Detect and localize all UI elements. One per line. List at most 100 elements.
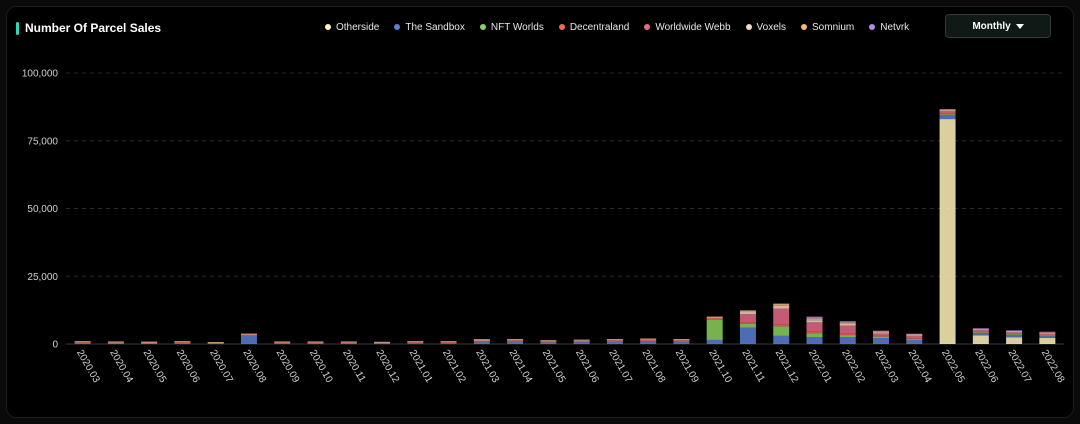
bar-segment: [107, 342, 124, 344]
x-tick-label: 2022.05: [939, 348, 967, 385]
x-tick-label: 2020.11: [340, 348, 367, 385]
x-tick-label: 2021.12: [773, 348, 801, 385]
bar-segment: [706, 319, 723, 340]
bar-segment: [507, 339, 524, 340]
bar-segment: [407, 341, 424, 342]
bar-segment: [74, 343, 91, 344]
x-tick-label: 2020.04: [107, 348, 135, 385]
bar-segment: [773, 335, 790, 344]
bar-segment: [739, 310, 756, 313]
legend-label: NFT Worlds: [490, 21, 544, 33]
legend-item[interactable]: Netvrk: [869, 22, 909, 33]
bar-segment: [240, 335, 257, 344]
bar-segment: [939, 111, 956, 114]
bar-segment: [1039, 338, 1056, 344]
bar-segment: [839, 335, 856, 338]
bar-segment: [606, 339, 623, 341]
bar-segment: [640, 338, 657, 340]
legend-item[interactable]: NFT Worlds: [479, 21, 544, 33]
x-tick-label: 2020.03: [74, 348, 102, 385]
title-accent-bar: [16, 21, 19, 35]
legend-item[interactable]: Voxels: [745, 22, 786, 33]
bar-segment: [906, 334, 923, 336]
bar-segment: [141, 341, 158, 343]
bar-segment: [507, 339, 524, 341]
x-tick-label: 2020.12: [373, 348, 401, 385]
bar-segment: [806, 320, 823, 323]
x-tick-label: 2021.01: [407, 348, 435, 385]
bar-segment: [773, 326, 790, 336]
bar-segment: [207, 342, 224, 344]
bar-segment: [307, 342, 324, 344]
bar-segment: [1006, 330, 1023, 331]
bar-segment: [972, 333, 989, 336]
legend-dot-icon: [325, 24, 331, 30]
bar-segment: [873, 335, 890, 337]
y-tick-label: 25,000: [27, 272, 58, 283]
bar-segment: [972, 328, 989, 330]
bar-segment: [972, 329, 989, 331]
bar-segment: [739, 312, 756, 315]
bar-segment: [440, 342, 457, 344]
bar-segment: [606, 340, 623, 342]
bar-segment: [839, 322, 856, 324]
bar-segment: [274, 343, 291, 344]
bar-segment: [540, 340, 557, 342]
x-tick-label: 2020.09: [274, 348, 302, 385]
legend-item[interactable]: Somnium: [801, 22, 854, 33]
bar-segment: [939, 110, 956, 112]
bar-segment: [972, 332, 989, 334]
bar-segment: [906, 335, 923, 339]
bar-segment: [806, 337, 823, 344]
legend-label: Decentraland: [569, 21, 630, 33]
legend-item[interactable]: Decentraland: [558, 21, 630, 33]
x-tick-label: 2020.05: [141, 348, 169, 385]
bar-segment: [906, 338, 923, 339]
bar-segment: [839, 333, 856, 336]
bar-segment: [640, 339, 657, 340]
bar-segment: [340, 341, 357, 343]
x-tick-label: 2021.08: [640, 348, 668, 385]
bar-segment: [240, 334, 257, 336]
legend-label: Netvrk: [880, 21, 910, 33]
bar-segment: [773, 324, 790, 327]
x-tick-label: 2020.07: [207, 348, 235, 385]
y-tick-label: 75,000: [27, 136, 58, 147]
bar-segment: [806, 322, 823, 332]
x-tick-label: 2022.07: [1006, 348, 1034, 385]
bar-segment: [706, 317, 723, 320]
bar-segment: [1006, 335, 1023, 338]
bar-segment: [739, 322, 756, 324]
legend-item[interactable]: Worldwide Webb: [644, 22, 731, 33]
y-tick-label: 100,000: [22, 69, 59, 80]
period-dropdown[interactable]: Monthly: [945, 14, 1051, 38]
bar-segment: [806, 331, 823, 334]
bar-segment: [739, 327, 756, 344]
bar-segment: [939, 114, 956, 116]
bar-segment: [640, 341, 657, 344]
bar-segment: [939, 109, 956, 110]
bar-segment: [540, 342, 557, 344]
bar-segment: [141, 343, 158, 344]
bar-segment: [141, 342, 158, 344]
bar-segment: [839, 321, 856, 323]
bar-segment: [673, 339, 690, 340]
bar-segment: [573, 340, 590, 341]
bar-segment: [839, 325, 856, 334]
bar-segment: [540, 341, 557, 343]
bar-segment: [906, 333, 923, 335]
bar-segment: [274, 342, 291, 344]
period-dropdown-label: Monthly: [972, 20, 1011, 32]
bar-segment: [873, 332, 890, 334]
bar-segment: [1039, 336, 1056, 339]
legend-item[interactable]: The Sandbox: [394, 22, 465, 33]
x-tick-label: 2022.03: [872, 348, 900, 385]
bar-segment: [773, 305, 790, 309]
legend-item[interactable]: Otherside: [325, 22, 379, 33]
bar-segment: [640, 339, 657, 342]
x-tick-label: 2021.11: [739, 348, 766, 385]
bar-segment: [1006, 333, 1023, 335]
bar-segment: [906, 338, 923, 340]
bar-segment: [174, 343, 191, 344]
bar-segment: [606, 339, 623, 340]
